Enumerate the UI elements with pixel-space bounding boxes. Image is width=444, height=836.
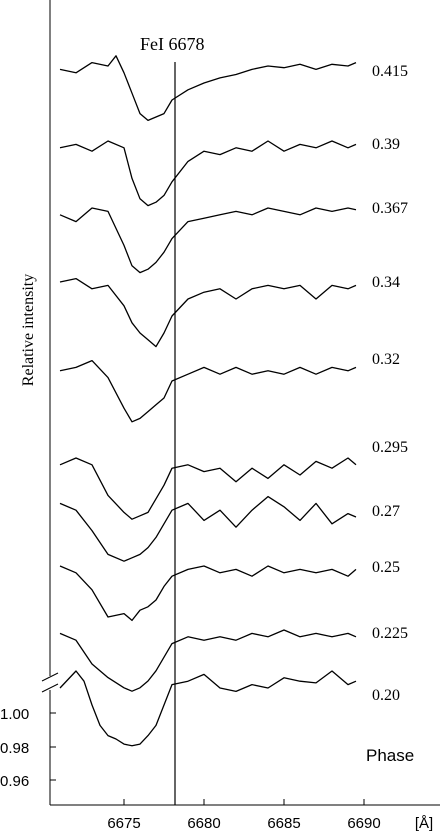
x-ticks: 6675 6680 6685 6690 — [107, 799, 381, 832]
phase-label-0.39: 0.39 — [372, 136, 400, 153]
x-tick-label-6675: 6675 — [107, 815, 140, 832]
profile-line-phase-0.27 — [59, 495, 357, 562]
x-tick-label-6685: 6685 — [267, 815, 300, 832]
profile-line-phase-0.225 — [59, 629, 357, 692]
profile-line-phase-0.34 — [59, 277, 357, 348]
fe-line-label: FeI 6678 — [140, 34, 205, 54]
y-ticks: 1.00 0.98 0.96 — [0, 706, 56, 790]
phase-label-0.415: 0.415 — [372, 63, 408, 80]
series-group: 0.415 0.39 0.367 0.34 0.32 0.295 0.27 0.25 0.225… — [59, 55, 408, 747]
x-axis-unit-label: [Å] — [415, 815, 433, 832]
profile-line-phase-0.39 — [59, 140, 357, 207]
y-tick-label-3: 0.96 — [0, 773, 29, 790]
y-axis-label: Relative intensity — [20, 274, 37, 386]
phase-label-0.367: 0.367 — [372, 200, 408, 217]
phase-label-0.295: 0.295 — [372, 439, 408, 456]
phase-label-0.34: 0.34 — [372, 274, 400, 291]
profile-line-phase-0.367 — [59, 207, 357, 274]
profile-line-phase-0.25 — [59, 565, 357, 622]
phase-header: Phase — [366, 746, 414, 765]
profile-line-phase-0.32 — [59, 359, 357, 423]
axis-break-mark-top — [41, 672, 59, 682]
axis-break-mark-bottom — [41, 683, 59, 693]
profile-line-phase-0.20 — [59, 670, 357, 747]
y-tick-label-2: 0.98 — [0, 740, 29, 757]
phase-label-0.27: 0.27 — [372, 503, 400, 520]
profile-line-phase-0.415 — [59, 55, 357, 122]
y-tick-label-1: 1.00 — [0, 706, 29, 723]
x-tick-label-6680: 6680 — [187, 815, 220, 832]
profile-line-phase-0.295 — [59, 457, 357, 520]
phase-label-0.25: 0.25 — [372, 559, 400, 576]
phase-label-0.32: 0.32 — [372, 351, 400, 368]
phase-label-0.225: 0.225 — [372, 625, 408, 642]
phase-label-0.20: 0.20 — [372, 687, 400, 704]
x-tick-label-6690: 6690 — [347, 815, 380, 832]
